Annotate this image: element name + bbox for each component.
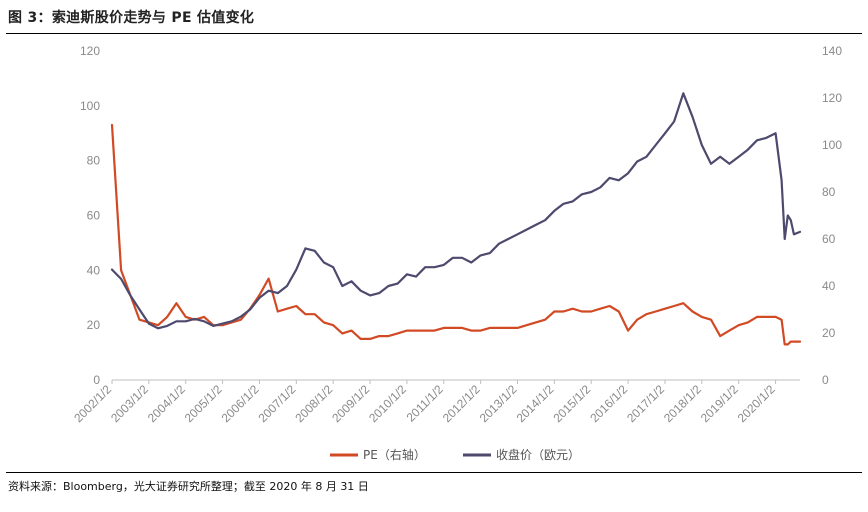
left-axis-tick-label: 120 — [80, 44, 100, 58]
top-rule — [6, 33, 862, 34]
x-axis-tick-label: 2006/1/2 — [219, 382, 262, 425]
left-axis-tick-label: 0 — [93, 373, 100, 387]
right-axis-tick-label: 140 — [822, 44, 842, 58]
x-axis-tick-label: 2020/1/2 — [735, 382, 778, 425]
x-axis-tick-label: 2009/1/2 — [329, 382, 372, 425]
right-axis-tick-label: 120 — [822, 91, 842, 105]
x-axis-tick-label: 2010/1/2 — [366, 382, 409, 425]
x-axis-tick-label: 2003/1/2 — [108, 382, 151, 425]
x-axis-tick-label: 2018/1/2 — [661, 382, 704, 425]
left-axis-tick-label: 20 — [87, 318, 101, 332]
left-axis-tick-label: 100 — [80, 99, 100, 113]
right-axis-tick-label: 100 — [822, 138, 842, 152]
series-line — [110, 123, 802, 346]
chart-title: 图 3：索迪斯股价走势与 PE 估值变化 — [8, 10, 255, 26]
x-axis-tick-label: 2014/1/2 — [514, 382, 557, 425]
series-line — [110, 92, 802, 330]
legend-label: 收盘价（欧元） — [496, 447, 580, 462]
legend-label: PE（右轴） — [363, 447, 426, 462]
right-axis-tick-label: 80 — [822, 185, 836, 199]
left-axis-tick-label: 60 — [87, 209, 101, 223]
x-axis-tick-label: 2008/1/2 — [292, 382, 335, 425]
x-axis-tick-label: 2002/1/2 — [71, 382, 114, 425]
right-axis-tick-label: 0 — [822, 373, 829, 387]
chart: 0 20 40 60 80 100 120 0 20 40 60 80 100 120 140 2002/1/… — [71, 44, 842, 462]
x-axis-tick-label: 2017/1/2 — [624, 382, 667, 425]
source-note: 资料来源：Bloomberg，光大证券研究所整理；截至 2020 年 8 月 3… — [8, 480, 369, 493]
right-axis-tick-label: 20 — [822, 326, 836, 340]
x-axis-tick-label: 2012/1/2 — [440, 382, 483, 425]
right-axis-tick-label: 60 — [822, 232, 836, 246]
right-axis-tick-label: 40 — [822, 279, 836, 293]
x-axis-tick-label: 2005/1/2 — [182, 382, 225, 425]
x-axis-tick-label: 2015/1/2 — [550, 382, 593, 425]
bottom-rule — [6, 472, 862, 473]
x-axis-tick-label: 2007/1/2 — [256, 382, 299, 425]
x-axis-tick-label: 2004/1/2 — [145, 382, 188, 425]
x-axis-tick-label: 2013/1/2 — [477, 382, 520, 425]
x-axis-tick-label: 2011/1/2 — [404, 382, 447, 425]
left-axis-tick-label: 40 — [87, 263, 101, 277]
x-axis-tick-label: 2016/1/2 — [587, 382, 630, 425]
left-axis-tick-label: 80 — [87, 154, 101, 168]
x-axis-tick-label: 2019/1/2 — [698, 382, 741, 425]
